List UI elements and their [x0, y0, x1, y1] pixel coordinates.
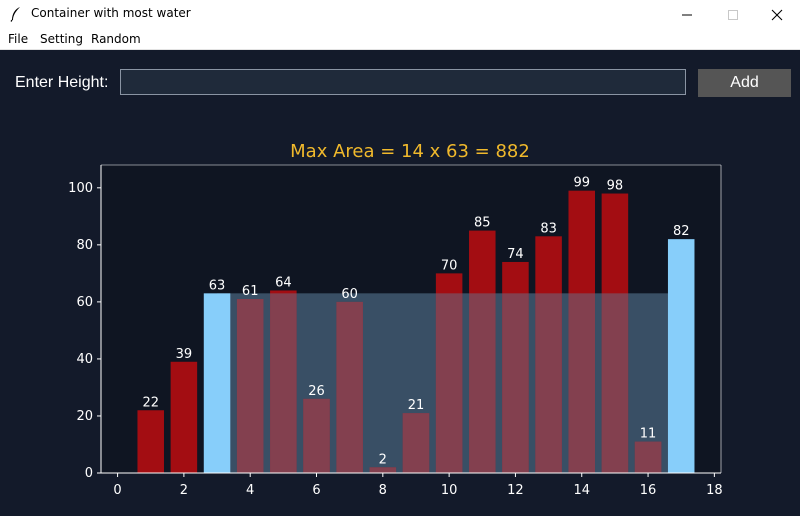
minimize-icon — [682, 14, 692, 16]
title-bar: Container with most water — [0, 0, 800, 29]
add-button[interactable]: Add — [698, 69, 791, 97]
bar-water-overlay — [469, 293, 496, 473]
y-tick-label: 0 — [85, 466, 93, 481]
bar-value-label: 64 — [275, 275, 292, 290]
y-tick-label: 100 — [68, 181, 93, 196]
x-tick-label: 10 — [441, 483, 458, 498]
menu-random[interactable]: Random — [91, 32, 141, 46]
bar-water-overlay — [502, 293, 529, 473]
feather-icon — [10, 7, 20, 22]
bar — [137, 410, 164, 473]
height-input[interactable] — [120, 69, 686, 95]
bar — [336, 301, 363, 473]
window-title: Container with most water — [31, 6, 191, 20]
x-tick-label: 8 — [379, 483, 387, 498]
bar-water-overlay — [535, 293, 562, 473]
bar — [170, 361, 198, 473]
bar-water-overlay — [336, 301, 363, 473]
maximize-button[interactable] — [710, 0, 756, 29]
close-icon — [771, 9, 783, 21]
chart-title: Max Area = 14 x 63 = 882 — [290, 141, 530, 162]
bar-water-overlay — [303, 398, 330, 473]
bar-water-overlay — [236, 299, 264, 473]
bar-water-overlay — [435, 293, 463, 473]
x-tick-label: 0 — [113, 483, 121, 498]
bar — [369, 467, 397, 473]
bar-water-overlay — [402, 413, 430, 473]
close-button[interactable] — [754, 0, 800, 29]
bar — [270, 290, 297, 473]
x-tick-label: 18 — [706, 483, 723, 498]
y-tick-label: 60 — [76, 295, 93, 310]
menu-bar: File Setting Random — [0, 29, 800, 50]
bar — [634, 441, 662, 473]
x-tick-label: 2 — [180, 483, 188, 498]
bar-value-label: 60 — [341, 287, 358, 302]
bar-value-label: 63 — [209, 278, 226, 293]
x-tick-label: 6 — [312, 483, 320, 498]
bar-water-overlay — [601, 293, 629, 473]
bar — [469, 230, 496, 473]
x-tick-label: 16 — [640, 483, 657, 498]
menu-file[interactable]: File — [8, 32, 29, 46]
bar-value-label: 99 — [573, 176, 590, 191]
bar-value-label: 21 — [408, 398, 425, 413]
y-tick-label: 80 — [76, 238, 93, 253]
bar-value-label: 85 — [474, 216, 491, 231]
bar-water-overlay — [369, 467, 397, 473]
height-label: Enter Height: — [15, 74, 109, 91]
bar-water-overlay — [568, 293, 596, 473]
x-tick-label: 4 — [246, 483, 254, 498]
bar-value-label: 26 — [308, 384, 325, 399]
menu-setting[interactable]: Setting — [40, 32, 83, 46]
y-tick-label: 40 — [76, 352, 93, 367]
bar-water-overlay — [634, 441, 662, 473]
bar — [402, 413, 430, 473]
bar-value-label: 22 — [142, 395, 159, 410]
bar — [303, 398, 330, 473]
bar-water-overlay — [270, 293, 297, 473]
bar-value-label: 39 — [176, 347, 193, 362]
bar-value-label: 83 — [540, 221, 557, 236]
main-content: Enter Height: Add Max Area = 14 x 63 = 8… — [0, 50, 800, 516]
bar-value-label: 70 — [441, 258, 458, 273]
bar — [667, 239, 695, 473]
bar-value-label: 11 — [640, 427, 657, 442]
bar — [502, 261, 529, 473]
bar — [203, 293, 231, 473]
x-tick-label: 14 — [573, 483, 590, 498]
bar — [601, 193, 629, 473]
bar-value-label: 2 — [379, 452, 387, 467]
bar-value-label: 61 — [242, 284, 259, 299]
x-tick-label: 12 — [507, 483, 524, 498]
y-tick-label: 20 — [76, 409, 93, 424]
bar-value-label: 74 — [507, 247, 524, 262]
minimize-button[interactable] — [664, 0, 710, 29]
bar — [236, 299, 264, 473]
bar — [435, 273, 463, 473]
bar-value-label: 82 — [673, 224, 690, 239]
bar — [568, 190, 596, 473]
bar-value-label: 98 — [607, 179, 624, 194]
bar — [535, 236, 562, 473]
maximize-icon — [728, 10, 738, 20]
